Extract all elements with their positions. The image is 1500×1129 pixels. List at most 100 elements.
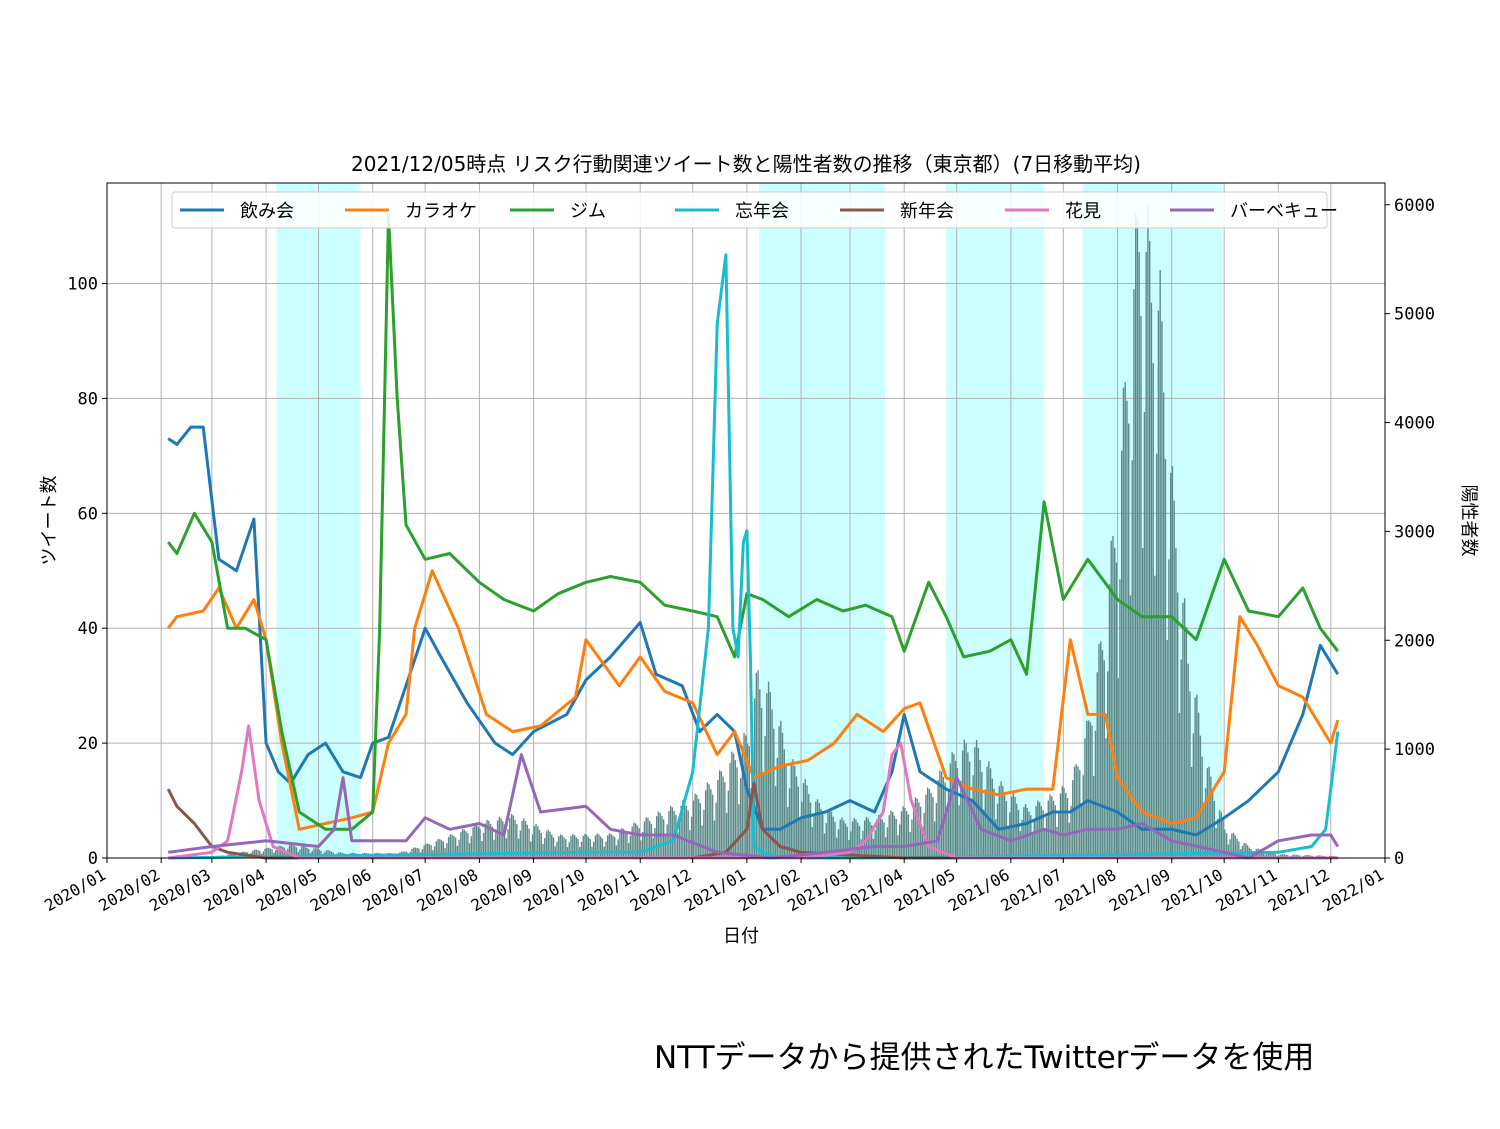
- bar-527: [1133, 289, 1135, 859]
- bar-239: [629, 835, 632, 858]
- bar-549: [1171, 466, 1174, 858]
- bar-352: [827, 811, 829, 858]
- bar-275: [692, 800, 695, 858]
- bar-556: [1183, 598, 1186, 858]
- bar-201: [563, 837, 565, 858]
- bar-294: [725, 812, 728, 858]
- x-tick-label-24: 2022/01: [1319, 865, 1387, 915]
- bar-468: [1030, 815, 1032, 858]
- bar-50: [299, 849, 301, 858]
- bar-394: [900, 811, 903, 858]
- bar-587: [1238, 841, 1240, 858]
- bar-538: [1152, 363, 1154, 858]
- bar-185: [535, 824, 537, 858]
- bar-561: [1192, 733, 1195, 858]
- bar-583: [1231, 833, 1233, 858]
- bar-268: [680, 805, 682, 858]
- bar-582: [1229, 839, 1231, 858]
- bar-158: [488, 820, 490, 858]
- bar-205: [570, 836, 572, 858]
- bar-325: [780, 720, 782, 858]
- bar-411: [930, 792, 932, 858]
- bar-179: [524, 820, 527, 858]
- bar-340: [806, 785, 808, 858]
- y-tick-label-0: 0: [88, 849, 98, 869]
- bar-208: [575, 837, 577, 858]
- bar-337: [801, 801, 803, 858]
- bar-322: [774, 786, 777, 858]
- bar-284: [708, 784, 710, 858]
- bar-424: [953, 754, 955, 858]
- bar-197: [556, 841, 558, 858]
- bar-328: [785, 764, 787, 858]
- bar-31: [266, 847, 268, 858]
- bar-182: [530, 841, 532, 858]
- bar-286: [711, 794, 714, 858]
- bar-315: [762, 772, 765, 858]
- bar-128: [435, 841, 438, 858]
- bar-198: [558, 836, 560, 858]
- bar-189: [542, 843, 544, 858]
- bar-349: [822, 814, 824, 858]
- bar-415: [937, 780, 939, 858]
- bar-363: [846, 826, 848, 858]
- bar-488: [1065, 792, 1067, 858]
- bar-602: [1264, 854, 1266, 858]
- bar-437: [975, 739, 978, 858]
- bar-225: [605, 841, 607, 858]
- bar-187: [538, 829, 541, 858]
- bar-290: [718, 770, 721, 858]
- series-line-4: [166, 781, 1338, 860]
- bar-383: [881, 819, 883, 858]
- bar-398: [907, 814, 910, 858]
- bar-296: [729, 762, 731, 858]
- bar-160: [491, 826, 494, 858]
- bar-317: [766, 693, 768, 858]
- bar-236: [624, 830, 626, 858]
- bar-285: [710, 789, 712, 858]
- bar-65: [325, 850, 327, 858]
- bar-466: [1026, 807, 1028, 858]
- bar-221: [598, 834, 600, 858]
- bar-485: [1059, 793, 1062, 858]
- bar-244: [638, 828, 640, 858]
- y-axis-label: ツイート数: [39, 476, 60, 566]
- legend-box: [171, 191, 1328, 229]
- bar-130: [439, 839, 441, 858]
- bar-206: [572, 834, 574, 858]
- bar-157: [486, 819, 488, 858]
- bar-548: [1169, 473, 1172, 858]
- bar-386: [886, 827, 889, 858]
- bar-547: [1168, 559, 1170, 858]
- bar-495: [1077, 766, 1079, 858]
- bar-293: [724, 782, 726, 858]
- bar-233: [619, 831, 621, 858]
- bar-606: [1271, 852, 1273, 858]
- bar-506: [1096, 672, 1098, 858]
- bar-520: [1121, 450, 1123, 858]
- bar-584: [1232, 832, 1235, 858]
- bar-186: [537, 826, 539, 858]
- bar-180: [526, 824, 528, 858]
- bar-223: [601, 838, 604, 858]
- bar-327: [783, 749, 785, 858]
- data-credit: NTTデータから提供されたTwitterデータを使用: [654, 1040, 1315, 1076]
- bar-388: [890, 810, 892, 858]
- bar-577: [1220, 812, 1223, 858]
- bar-276: [694, 793, 696, 858]
- bar-359: [839, 819, 841, 858]
- bar-258: [662, 819, 665, 858]
- bar-339: [804, 779, 806, 858]
- y2-axis-label: 陽性者数: [1458, 485, 1479, 557]
- bar-449: [996, 803, 999, 858]
- bar-140: [456, 845, 459, 858]
- bar-618: [1292, 854, 1294, 858]
- bar-420: [946, 813, 948, 858]
- bar-248: [645, 817, 647, 858]
- legend-label-5: 花見: [1065, 201, 1101, 222]
- y2-tick-label-1: 1000: [1394, 740, 1435, 760]
- bar-311: [755, 672, 758, 858]
- bar-456: [1009, 812, 1011, 858]
- bar-269: [682, 800, 684, 858]
- bar-502: [1089, 721, 1091, 858]
